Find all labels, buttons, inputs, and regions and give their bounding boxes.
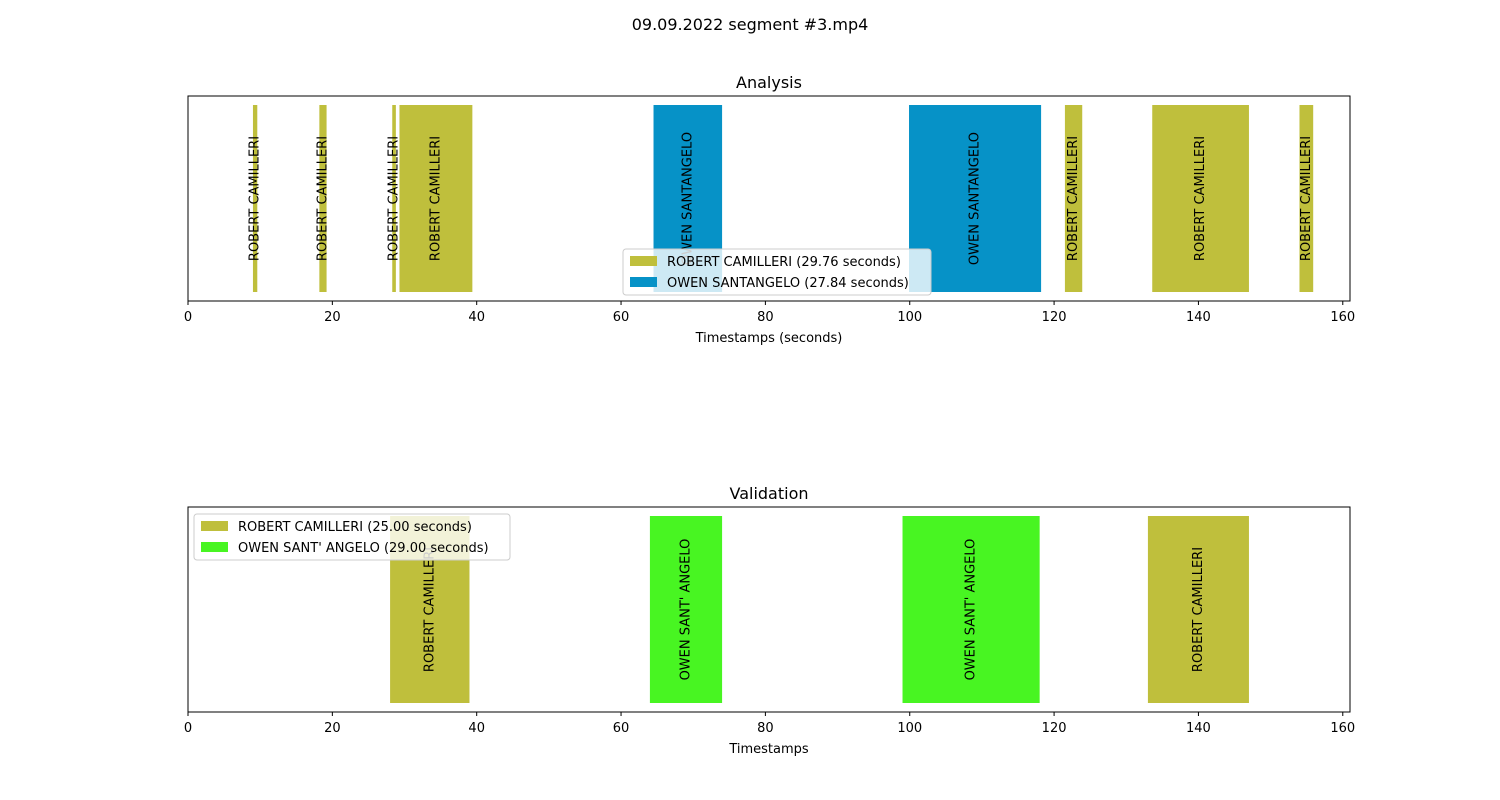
segment-bar (399, 105, 473, 292)
segment-label: ROBERT CAMILLERI (387, 136, 402, 261)
segment-label: ROBERT CAMILLERI (315, 136, 330, 261)
legend-entry: ROBERT CAMILLERI (25.00 seconds) (238, 520, 472, 535)
segment-label: OWEN SANTANGELO (680, 132, 695, 265)
analysis-panel: Analysis ROBERT CAMILLERI ROBERT CAMILLERI… (184, 73, 1355, 346)
subplot-title: Validation (729, 484, 808, 503)
x-tick-label: 120 (1042, 721, 1067, 736)
segment-label: ROBERT CAMILLERI (422, 547, 437, 672)
segment-label: OWEN SANTANGELO (968, 132, 983, 265)
x-tick-label: 40 (468, 310, 485, 325)
legend-swatch (630, 256, 657, 266)
legend-entry: OWEN SANTANGELO (27.84 seconds) (667, 276, 909, 291)
x-tick-label: 60 (613, 721, 630, 736)
legend-swatch (201, 542, 228, 552)
subplot-title: Analysis (736, 73, 802, 92)
segment-label: ROBERT CAMILLERI (1193, 136, 1208, 261)
x-tick-label: 20 (324, 721, 341, 736)
segment-label: OWEN SANT' ANGELO (964, 539, 979, 681)
legend-swatch (630, 277, 657, 287)
segment-bar (1147, 516, 1249, 703)
figure-title: 09.09.2022 segment #3.mp4 (632, 15, 869, 34)
segment-bar (1152, 105, 1249, 292)
x-tick-label: 160 (1330, 721, 1355, 736)
x-tick-label: 80 (757, 721, 774, 736)
segment-bar (1299, 105, 1314, 292)
x-tick-label: 40 (468, 721, 485, 736)
segment-label: ROBERT CAMILLERI (1191, 547, 1206, 672)
legend-box (193, 513, 511, 561)
plot-frame (187, 506, 1351, 713)
segment-bar (392, 105, 396, 292)
x-tick-label: 0 (184, 310, 192, 325)
legend-swatch (201, 521, 228, 531)
segment-label: ROBERT CAMILLERI (428, 136, 443, 261)
segment-label: OWEN SANT' ANGELO (679, 539, 694, 681)
x-tick-label: 80 (757, 310, 774, 325)
segment-bar (252, 105, 258, 292)
legend-entry: ROBERT CAMILLERI (29.76 seconds) (667, 255, 901, 270)
segment-label: ROBERT CAMILLERI (248, 136, 263, 261)
x-tick-label: 0 (184, 721, 192, 736)
segment-bar (649, 516, 723, 703)
x-axis-label: Timestamps (seconds) (695, 331, 843, 346)
legend-entry: OWEN SANT' ANGELO (29.00 seconds) (238, 541, 489, 556)
x-axis-label: Timestamps (728, 742, 809, 757)
legend-box (622, 248, 932, 296)
plot-frame (187, 95, 1351, 302)
segment-bar (1064, 105, 1083, 292)
segment-label: ROBERT CAMILLERI (1299, 136, 1314, 261)
segment-label: ROBERT CAMILLERI (1066, 136, 1081, 261)
x-tick-label: 160 (1330, 310, 1355, 325)
x-tick-label: 140 (1186, 310, 1211, 325)
x-tick-label: 140 (1186, 721, 1211, 736)
x-tick-label: 60 (613, 310, 630, 325)
segment-bar (319, 105, 327, 292)
x-tick-label: 100 (897, 721, 922, 736)
segment-bar (902, 516, 1040, 703)
x-tick-label: 20 (324, 310, 341, 325)
x-tick-label: 100 (897, 310, 922, 325)
x-tick-label: 120 (1042, 310, 1067, 325)
